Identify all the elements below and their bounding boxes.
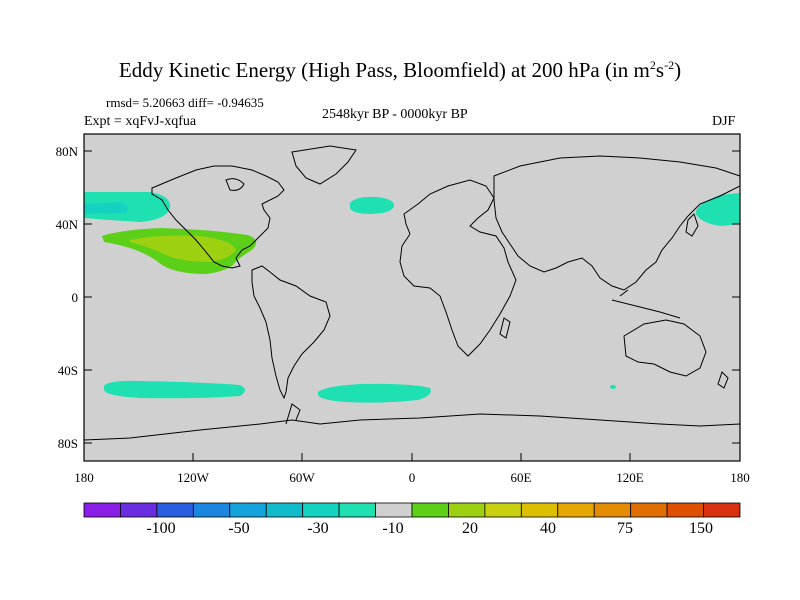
stats-label: rmsd= 5.20663 diff= -0.94635: [106, 95, 264, 110]
anomaly-south-pacific: [104, 380, 245, 399]
coast-south-america: [251, 265, 331, 400]
colorbar-swatch: [630, 502, 668, 518]
colorbar-label: 75: [617, 520, 633, 537]
longitude-labels: 180 120W 60W 0 60E 120E 180: [74, 470, 750, 485]
colorbar-swatch: [703, 502, 741, 518]
coast-japan: [685, 213, 699, 237]
lon-label: 120E: [616, 470, 644, 485]
coast-indonesia: [611, 289, 681, 319]
latitude-labels: 80N 40N 0 40S 80S: [56, 144, 79, 451]
colorbar-label: -10: [382, 520, 404, 537]
colorbar-swatch: [83, 502, 121, 518]
colorbar-label: 20: [462, 520, 478, 537]
colorbar-swatch: [375, 502, 413, 518]
colorbar-swatch: [666, 502, 704, 518]
colorbar-swatch: [120, 502, 158, 518]
map-background: [84, 134, 740, 461]
coast-north-america: [151, 165, 285, 269]
lat-label: 0: [72, 290, 79, 305]
axis-ticks: [84, 150, 740, 461]
colorbar-label: -30: [307, 520, 329, 537]
colorbar-swatch: [302, 502, 340, 518]
colorbar-swatch: [593, 502, 632, 518]
coast-australia: [623, 319, 707, 377]
lat-label: 80N: [56, 144, 79, 159]
anomaly-indian-ocean-spot: [610, 385, 616, 389]
colorbar-label: -50: [228, 520, 250, 537]
coast-hudson-bay: [225, 178, 245, 191]
colorbar-swatch: [520, 502, 559, 518]
colorbar-label: 40: [540, 520, 556, 537]
colorbar-swatch: [265, 502, 304, 518]
anomaly-south-atlantic: [318, 383, 431, 403]
colorbar-swatch: [229, 502, 267, 518]
coast-asia: [493, 155, 741, 291]
colorbar-swatch: [338, 502, 376, 518]
lon-label: 60W: [289, 470, 315, 485]
period-label: 2548kyr BP - 0000kyr BP: [322, 107, 468, 122]
coast-europe-africa: [399, 179, 517, 357]
coast-new-zealand: [717, 371, 729, 389]
anomaly-east-pacific-positive-core: [130, 235, 236, 262]
colorbar-swatch: [411, 502, 449, 518]
coastlines: [83, 145, 741, 441]
coast-antarctic-peninsula: [285, 403, 301, 425]
colorbar-label: 150: [689, 520, 713, 537]
colorbar-swatch: [557, 502, 595, 518]
colorbar: [83, 502, 741, 518]
lon-label: 120W: [177, 470, 210, 485]
experiment-label: Expt = xqFvJ-xqfua: [84, 114, 197, 129]
coast-antarctica: [83, 413, 741, 441]
lat-label: 40N: [56, 217, 79, 232]
anomaly-north-pacific-west-core: [84, 202, 128, 214]
colorbar-swatch: [448, 502, 486, 518]
lon-label: 180: [730, 470, 750, 485]
map-title: Eddy Kinetic Energy (High Pass, Bloomfie…: [118, 58, 682, 82]
lon-label: 180: [74, 470, 94, 485]
colorbar-swatch: [484, 502, 522, 518]
colorbar-label: -100: [146, 520, 176, 537]
season-label: DJF: [712, 114, 736, 129]
lon-label: 0: [409, 470, 416, 485]
colorbar-swatch: [156, 502, 194, 518]
lat-label: 40S: [58, 363, 78, 378]
field-shading: [84, 192, 740, 403]
anomaly-north-atlantic: [350, 196, 395, 214]
coast-madagascar: [499, 317, 511, 339]
colorbar-swatch: [192, 502, 231, 518]
coast-greenland: [291, 145, 357, 185]
lat-label: 80S: [58, 436, 78, 451]
lon-label: 60E: [511, 470, 532, 485]
